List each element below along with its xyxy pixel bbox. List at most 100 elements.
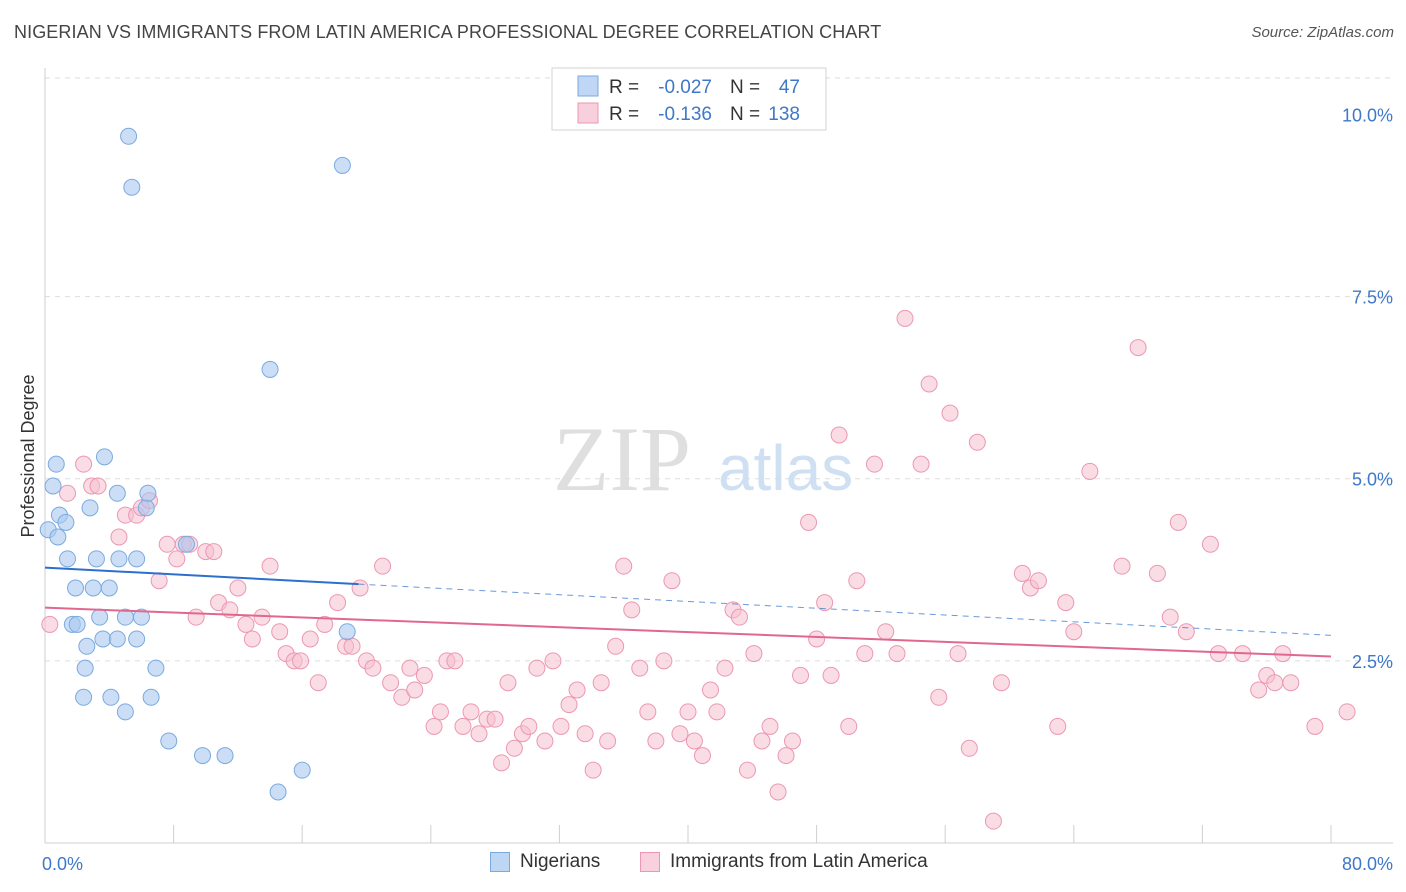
point-latin-america [716,659,734,677]
y-tick-label: 2.5% [1352,652,1393,672]
point-nigerians [261,360,279,378]
point-nigerians [49,528,67,546]
point-nigerians [75,688,93,706]
point-latin-america [393,688,411,706]
point-latin-america [309,674,327,692]
trendline-nigerians [44,566,359,586]
point-latin-america [374,557,392,575]
point-latin-america [1161,608,1179,626]
point-latin-america [738,761,756,779]
point-latin-america [840,717,858,735]
watermark-atlas: atlas [718,432,853,504]
y-tick-label: 7.5% [1352,288,1393,308]
point-latin-america [777,747,795,765]
grid-lines [45,77,1393,662]
point-nigerians [120,127,138,145]
source-label: Source: ZipAtlas.com [1251,24,1394,41]
legend-label-nigerians: Nigerians [520,851,601,872]
point-latin-america [930,688,948,706]
legend-r-value: -0.027 [658,77,712,98]
point-latin-america [685,732,703,750]
point-latin-america [856,645,874,663]
y-tick-label: 10.0% [1342,105,1393,125]
point-latin-america [639,703,657,721]
x-tick-labels: 0.0% 80.0% [42,854,1393,874]
point-latin-america [271,623,289,641]
point-nigerians [95,448,113,466]
point-latin-america [1169,513,1187,531]
legend-n-value: 138 [768,104,800,125]
point-latin-america [1282,674,1300,692]
point-latin-america [708,703,726,721]
point-latin-america [888,645,906,663]
point-latin-america [949,645,967,663]
point-latin-america [631,659,649,677]
point-latin-america [316,615,334,633]
point-latin-america [1065,623,1083,641]
point-nigerians [333,156,351,174]
point-latin-america [783,732,801,750]
point-latin-america [693,747,711,765]
point-latin-america [912,455,930,473]
point-latin-america [599,732,617,750]
point-latin-america [816,594,834,612]
point-nigerians [57,513,75,531]
point-latin-america [462,703,480,721]
point-latin-america [992,674,1010,692]
point-latin-america [984,812,1002,830]
point-nigerians [76,659,94,677]
point-latin-america [1250,681,1268,699]
point-latin-america [253,608,271,626]
point-latin-america [205,543,223,561]
point-latin-america [877,623,895,641]
point-latin-america [1209,645,1227,663]
point-latin-america [663,572,681,590]
point-latin-america [968,433,986,451]
y-tick-labels: 2.5% 5.0% 7.5% 10.0% [1342,105,1393,671]
point-latin-america [1177,623,1195,641]
point-latin-america [351,579,369,597]
point-latin-america [702,681,720,699]
point-nigerians [67,579,85,597]
point-nigerians [123,178,141,196]
point-latin-america [505,739,523,757]
watermark: ZIP atlas [553,408,853,510]
point-latin-america [848,572,866,590]
legend-r-value: -0.136 [658,104,712,125]
point-latin-america [364,659,382,677]
legend-top: R = -0.027 N = 47 R = -0.136 N = 138 [551,67,827,131]
legend-swatch [577,102,599,124]
point-latin-america [1266,674,1284,692]
y-axis-label: Professional Degree [18,374,38,537]
point-nigerians [216,747,234,765]
point-latin-america [568,681,586,699]
point-latin-america [187,608,205,626]
point-latin-america [615,557,633,575]
legend-n-label: N = [730,104,760,125]
point-latin-america [830,426,848,444]
point-nigerians [102,688,120,706]
legend-r-label: R = [609,77,639,98]
point-latin-america [1013,564,1031,582]
point-latin-america [920,375,938,393]
point-latin-america [470,725,488,743]
point-latin-america [520,717,538,735]
point-latin-america [1306,717,1324,735]
legend-item-latin-america: Immigrants from Latin America [640,851,928,873]
point-nigerians [160,732,178,750]
point-latin-america [329,594,347,612]
legend-label-latin-america: Immigrants from Latin America [670,851,928,872]
point-nigerians [59,550,77,568]
point-latin-america [158,535,176,553]
point-latin-america [454,717,472,735]
point-nigerians [78,637,96,655]
point-latin-america [1148,564,1166,582]
chart-title: NIGERIAN VS IMMIGRANTS FROM LATIN AMERIC… [14,22,882,42]
legend-n-value: 47 [779,77,800,98]
trendline-latin-america [44,606,1332,658]
point-nigerians [47,455,65,473]
point-latin-america [623,601,641,619]
point-nigerians [147,659,165,677]
point-latin-america [536,732,554,750]
